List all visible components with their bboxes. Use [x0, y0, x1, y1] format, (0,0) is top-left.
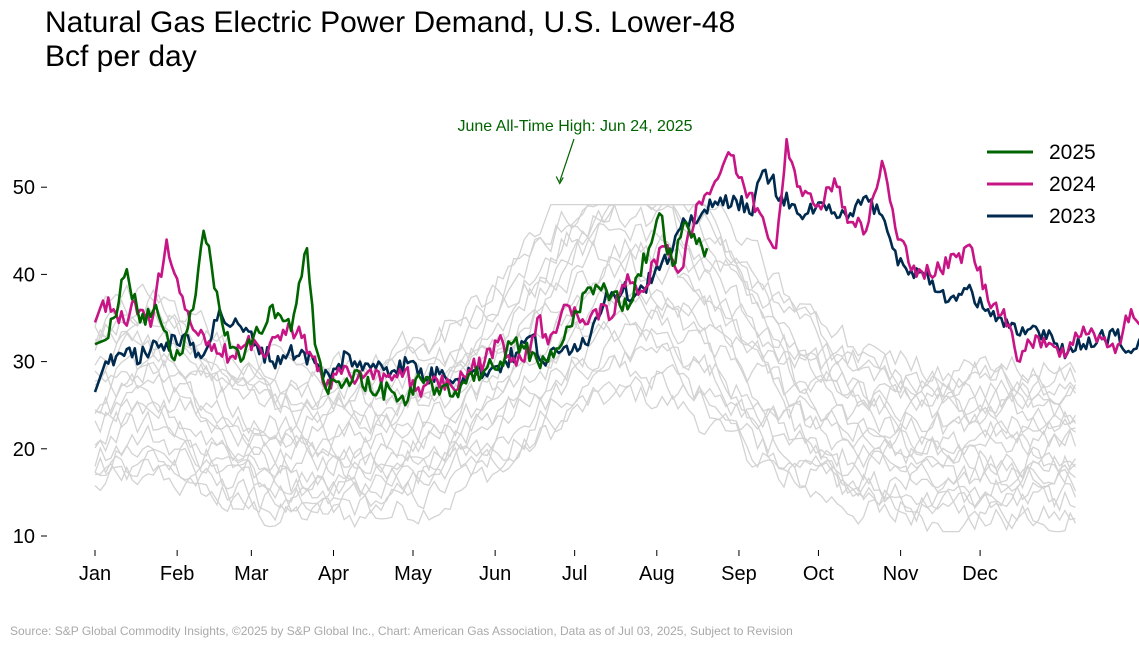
x-tick-label: Jun: [479, 563, 511, 585]
y-tick-label: 40: [13, 264, 35, 286]
historical-year-line: [94, 243, 1076, 448]
chart-title: Natural Gas Electric Power Demand, U.S. …: [45, 6, 736, 39]
x-tick-label: Nov: [883, 563, 919, 585]
historical-year-line: [94, 203, 1077, 410]
historical-year-line: [94, 371, 1077, 533]
y-tick-label: 50: [13, 177, 35, 199]
historical-year-line: [94, 203, 1077, 389]
x-tick-label: Oct: [803, 563, 835, 585]
x-tick-label: Feb: [160, 563, 194, 585]
chart-title-block: Natural Gas Electric Power Demand, U.S. …: [45, 6, 735, 74]
x-tick-label: Aug: [639, 563, 675, 585]
source-note: Source: S&P Global Commodity Insights, ©…: [10, 624, 793, 638]
historical-year-line: [94, 203, 1077, 424]
y-tick-label: 20: [13, 439, 35, 461]
historical-year-line: [94, 383, 1076, 533]
x-tick-label: Mar: [234, 563, 269, 585]
legend-label-2024: 2024: [1049, 173, 1096, 196]
historical-year-line: [94, 328, 1077, 514]
historical-year-line: [94, 248, 1077, 457]
historical-year-line: [94, 309, 1077, 496]
legend-label-2025: 2025: [1049, 141, 1096, 164]
x-tick-label: Jul: [562, 563, 588, 585]
x-tick-label: Apr: [318, 563, 349, 585]
x-tick-label: May: [394, 563, 432, 585]
historical-year-line: [94, 354, 1077, 515]
x-tick-label: Dec: [962, 563, 998, 585]
historical-year-line: [94, 203, 1077, 395]
annotation-arrow-head: [555, 176, 564, 185]
y-tick-label: 10: [13, 526, 35, 548]
chart-subtitle: Bcf per day: [45, 40, 197, 73]
annotation-arrow-line: [559, 138, 575, 182]
annotation-label: June All-Time High: Jun 24, 2025: [457, 118, 692, 135]
series-line-2025: [94, 212, 709, 407]
historical-lines: [94, 203, 1077, 533]
y-tick-label: 30: [13, 352, 35, 374]
historical-year-line: [94, 203, 1077, 424]
legend-label-2023: 2023: [1049, 205, 1096, 228]
series-line-2023: [93, 168, 1139, 393]
series-line-2024: [93, 137, 1139, 398]
x-tick-label: Jan: [79, 563, 111, 585]
historical-year-line: [94, 320, 1076, 495]
historical-year-line: [94, 289, 1076, 485]
x-tick-label: Sep: [721, 563, 757, 585]
historical-year-line: [94, 233, 1077, 441]
